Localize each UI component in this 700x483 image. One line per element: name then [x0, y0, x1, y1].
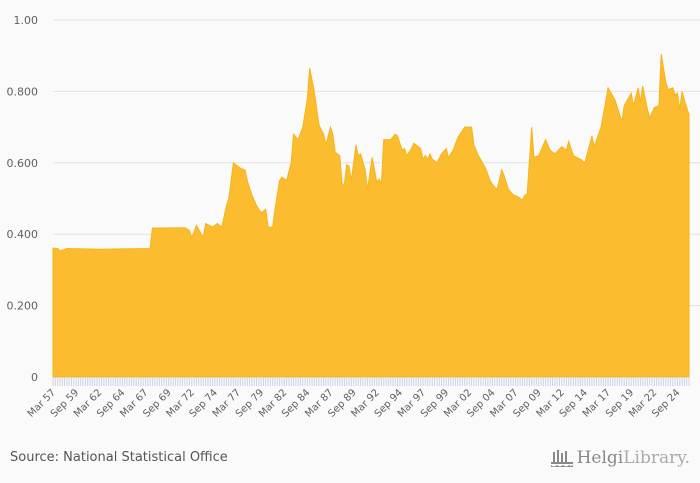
source-note: Source: National Statistical Office — [10, 450, 228, 465]
y-tick-label: 0.800 — [7, 85, 39, 98]
y-tick-label: 0 — [31, 371, 38, 384]
library-logo-icon — [550, 450, 573, 467]
y-tick-label: 0.200 — [7, 300, 39, 313]
logo-suffix: Library. — [623, 448, 690, 468]
series-area — [52, 53, 690, 378]
helgi-library-logo[interactable]: Helgi Library. — [550, 448, 690, 468]
y-tick-label: 0.600 — [7, 157, 39, 170]
y-tick-label: 1.00 — [14, 14, 39, 27]
logo-brand: Helgi — [576, 448, 624, 468]
y-axis-labels: 0 0.200 0.400 0.600 0.800 1.00 — [7, 14, 39, 384]
y-tick-label: 0.400 — [7, 228, 39, 241]
x-axis-ticks — [52, 377, 690, 386]
